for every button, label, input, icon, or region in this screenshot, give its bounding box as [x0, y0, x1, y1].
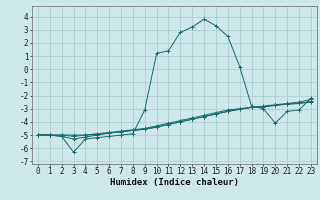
X-axis label: Humidex (Indice chaleur): Humidex (Indice chaleur) — [110, 178, 239, 187]
